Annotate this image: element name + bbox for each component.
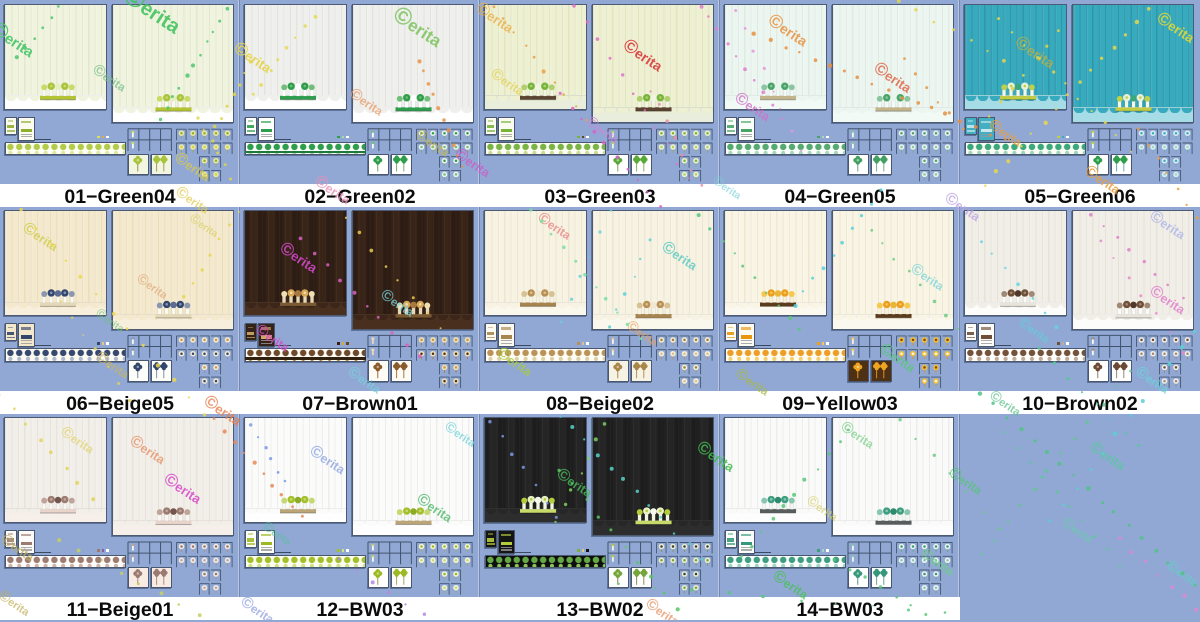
svg-text:©erita: ©erita: [58, 423, 98, 457]
svg-text:©erita: ©erita: [93, 348, 133, 382]
svg-text:©erita: ©erita: [1146, 206, 1190, 244]
svg-text:©erita: ©erita: [941, 188, 985, 226]
svg-text:©erita: ©erita: [19, 218, 63, 256]
svg-text:©erita: ©erita: [493, 343, 537, 381]
svg-text:©erita: ©erita: [1059, 514, 1098, 547]
svg-text:©erita: ©erita: [134, 270, 173, 303]
svg-text:©erita: ©erita: [347, 85, 387, 119]
svg-text:©erita: ©erita: [1016, 314, 1055, 347]
svg-text:©erita: ©erita: [1086, 437, 1130, 475]
svg-text:©erita: ©erita: [1146, 281, 1190, 319]
svg-text:©erita: ©erita: [442, 418, 481, 451]
svg-text:©erita: ©erita: [946, 464, 986, 498]
svg-text:©erita: ©erita: [804, 492, 843, 525]
svg-text:©erita: ©erita: [535, 209, 575, 243]
svg-text:©erita: ©erita: [173, 183, 213, 217]
svg-text:©erita: ©erita: [908, 260, 948, 294]
svg-text:©erita: ©erita: [733, 365, 773, 399]
svg-text:©erita: ©erita: [658, 237, 702, 275]
svg-text:©erita: ©erita: [230, 37, 276, 77]
svg-text:©erita: ©erita: [260, 517, 296, 548]
svg-text:©erita: ©erita: [619, 35, 667, 76]
svg-text:©erita: ©erita: [986, 116, 1026, 150]
svg-text:©erita: ©erita: [118, 0, 189, 40]
svg-text:©erita: ©erita: [388, 1, 448, 53]
svg-text:©erita: ©erita: [488, 65, 528, 99]
svg-text:©erita: ©erita: [1081, 161, 1125, 199]
svg-text:©erita: ©erita: [838, 418, 878, 452]
svg-text:©erita: ©erita: [311, 171, 355, 209]
svg-text:©erita: ©erita: [0, 531, 38, 565]
svg-text:©erita: ©erita: [276, 237, 322, 277]
svg-text:©erita: ©erita: [238, 593, 278, 620]
svg-text:©erita: ©erita: [253, 321, 293, 355]
svg-text:©erita: ©erita: [876, 339, 920, 377]
svg-text:©erita: ©erita: [693, 436, 739, 476]
svg-text:©erita: ©erita: [870, 57, 916, 97]
svg-text:©erita: ©erita: [731, 88, 775, 126]
svg-text:©erita: ©erita: [710, 171, 746, 202]
svg-text:©erita: ©erita: [126, 431, 170, 469]
svg-text:©erita: ©erita: [93, 304, 129, 335]
svg-text:©erita: ©erita: [1011, 32, 1059, 73]
svg-text:©erita: ©erita: [0, 587, 34, 620]
svg-text:©erita: ©erita: [769, 566, 813, 604]
svg-text:©erita: ©erita: [306, 441, 350, 479]
svg-text:©erita: ©erita: [200, 390, 246, 430]
svg-text:©erita: ©erita: [764, 10, 812, 51]
svg-text:©erita: ©erita: [1153, 7, 1199, 47]
svg-text:©erita: ©erita: [160, 468, 206, 508]
svg-text:©erita: ©erita: [472, 0, 518, 37]
svg-text:©erita: ©erita: [90, 61, 130, 95]
